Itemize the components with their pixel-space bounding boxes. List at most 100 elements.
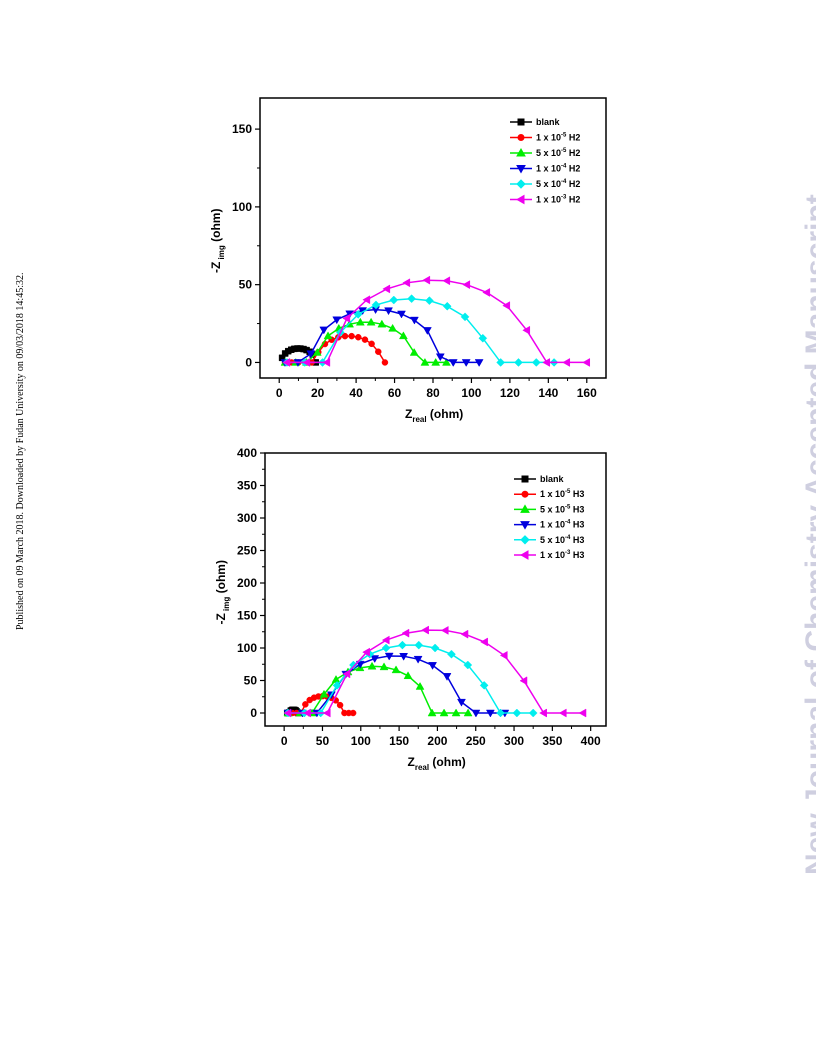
- data-point: [323, 693, 331, 700]
- data-point: [293, 708, 301, 715]
- y-tick-label: 400: [237, 446, 257, 460]
- x-tick-label: 200: [427, 734, 447, 748]
- data-point: [558, 708, 567, 718]
- data-point: [287, 707, 295, 714]
- data-point: [522, 325, 531, 335]
- data-point: [284, 709, 292, 717]
- y-tick-label: 50: [244, 674, 258, 688]
- x-tick-label: 300: [504, 734, 524, 748]
- data-point: [289, 706, 297, 714]
- data-point: [332, 316, 342, 325]
- x-tick-label: 350: [542, 734, 562, 748]
- data-point: [335, 328, 345, 337]
- data-point: [349, 709, 357, 717]
- legend-marker: [519, 550, 529, 560]
- data-point: [409, 347, 419, 356]
- data-point: [442, 301, 452, 311]
- data-point: [397, 310, 406, 319]
- y-tick-label: 50: [239, 278, 253, 292]
- legend-marker: [521, 490, 529, 498]
- data-point: [291, 706, 298, 714]
- x-tick-label: 400: [581, 734, 601, 748]
- data-point: [321, 340, 329, 348]
- data-point: [331, 675, 341, 683]
- data-point: [281, 350, 289, 357]
- data-point: [531, 358, 541, 367]
- series-line: [281, 347, 317, 363]
- data-point: [463, 660, 473, 670]
- data-point: [362, 647, 370, 657]
- data-point: [448, 359, 458, 367]
- data-point: [478, 333, 488, 343]
- data-point: [322, 358, 331, 367]
- data-point: [496, 358, 506, 367]
- data-point: [401, 628, 410, 638]
- legend-marker: [520, 535, 530, 545]
- data-point: [463, 708, 473, 717]
- data-point: [402, 278, 411, 288]
- data-point: [460, 629, 469, 639]
- data-point: [328, 694, 335, 702]
- x-tick-label: 100: [351, 734, 371, 748]
- data-point: [361, 336, 369, 343]
- x-tick-label: 100: [461, 386, 481, 400]
- data-point: [512, 708, 522, 718]
- data-point: [307, 708, 317, 717]
- data-point: [353, 310, 363, 319]
- legend-label: 1 x 10-3 H2: [536, 195, 580, 205]
- data-point: [302, 358, 311, 367]
- data-point: [377, 319, 387, 328]
- data-point: [375, 348, 382, 355]
- legend-label: 1 x 10-3 H3: [540, 550, 584, 560]
- data-point: [284, 347, 292, 355]
- data-point: [384, 307, 393, 316]
- data-point: [542, 358, 551, 367]
- data-point: [442, 357, 451, 366]
- data-point: [341, 670, 351, 679]
- data-point: [384, 652, 394, 661]
- y-tick-label: 200: [237, 576, 257, 590]
- publication-note: Published on 09 March 2018. Downloaded b…: [15, 272, 26, 630]
- data-point: [293, 709, 300, 717]
- data-point: [322, 708, 331, 718]
- data-point: [288, 359, 295, 366]
- series-line: [288, 644, 534, 714]
- series-line: [288, 629, 583, 714]
- data-point: [427, 708, 437, 717]
- data-point: [502, 301, 511, 311]
- data-point: [399, 652, 409, 661]
- data-point: [381, 359, 389, 366]
- data-point: [312, 347, 322, 356]
- data-point: [295, 359, 302, 366]
- series-line: [285, 308, 480, 364]
- legend-label: 1 x 10-4 H3: [540, 520, 584, 530]
- legend-label: 5 x 10-5 H2: [536, 148, 580, 158]
- data-point: [460, 312, 470, 322]
- series-line: [287, 709, 299, 714]
- legend-marker: [516, 165, 526, 174]
- data-point: [280, 357, 290, 366]
- data-point: [326, 691, 336, 700]
- y-tick-label: 100: [232, 200, 252, 214]
- y-tick-label: 0: [250, 706, 257, 720]
- data-point: [407, 294, 416, 304]
- data-point: [496, 708, 505, 718]
- data-point: [283, 708, 293, 718]
- data-point: [388, 323, 398, 332]
- data-point: [474, 359, 484, 367]
- series-line: [286, 297, 555, 364]
- data-point: [285, 709, 292, 717]
- x-tick-label: 250: [466, 734, 486, 748]
- data-point: [323, 331, 333, 340]
- legend-label: 1 x 10-5 H3: [540, 489, 584, 499]
- data-point: [366, 317, 376, 326]
- data-point: [519, 676, 528, 686]
- data-point: [345, 310, 355, 319]
- y-tick-label: 250: [237, 544, 257, 558]
- x-tick-label: 160: [577, 386, 597, 400]
- data-point: [398, 331, 408, 340]
- data-point: [312, 359, 319, 366]
- y-tick-label: 150: [237, 609, 257, 623]
- series-line: [285, 321, 447, 364]
- data-point: [562, 358, 571, 367]
